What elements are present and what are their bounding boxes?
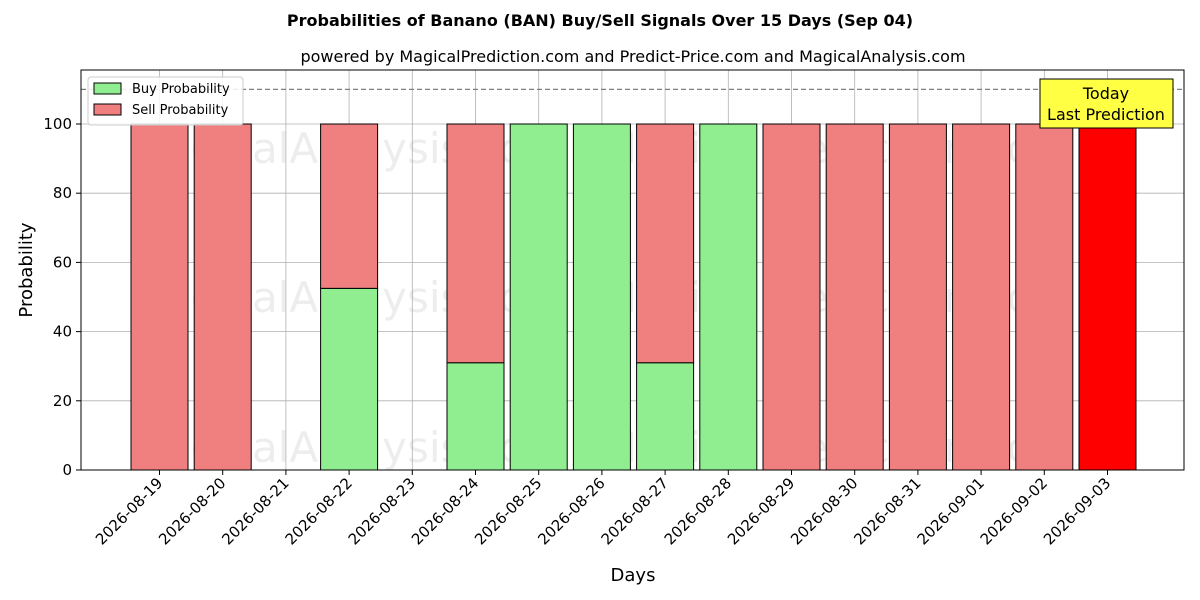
- legend-label-sell: Sell Probability: [132, 103, 229, 118]
- bar-buy-2026-08-28: [699, 123, 758, 471]
- x-axis-label: Days: [611, 565, 656, 586]
- bar-buy-2026-08-22: [320, 287, 379, 471]
- bar-sell-2026-08-22: [320, 123, 379, 289]
- plot-frame: [80, 69, 1185, 471]
- bar-buy-2026-08-25: [509, 123, 568, 471]
- y-axis-label: Probability: [16, 222, 37, 317]
- bar-sell-2026-08-27: [636, 123, 695, 364]
- chart-title: Probabilities of Banano (BAN) Buy/Sell S…: [287, 11, 913, 30]
- legend-box: [87, 76, 244, 126]
- bar-sell-2026-08-30: [825, 123, 884, 471]
- y-tick-label: 40: [53, 323, 72, 341]
- annotation-line-last-prediction: Last Prediction: [1047, 105, 1165, 124]
- y-tick-label: 100: [43, 115, 72, 133]
- bar-buy-2026-08-24: [446, 362, 505, 471]
- bar-sell-2026-08-19: [130, 123, 189, 471]
- y-tick-label: 60: [53, 253, 72, 271]
- annotation-line-today: Today: [1082, 84, 1129, 103]
- bar-sell-2026-08-24: [446, 123, 505, 364]
- y-tick-label: 20: [53, 392, 72, 410]
- bar-sell-2026-09-01: [952, 123, 1011, 471]
- bar-sell-2026-09-02: [1015, 123, 1074, 471]
- chart-subtitle: powered by MagicalPrediction.com and Pre…: [300, 47, 965, 66]
- bar-buy-2026-08-26: [572, 123, 631, 471]
- legend-swatch-buy: [93, 82, 122, 95]
- bar-sell-2026-08-31: [888, 123, 947, 471]
- y-tick-label: 80: [53, 184, 72, 202]
- bar-sell-2026-08-29: [762, 123, 821, 471]
- annotation-box: [1039, 78, 1174, 129]
- y-tick-label: 0: [62, 461, 72, 479]
- legend-label-buy: Buy Probability: [132, 82, 230, 97]
- bar-sell-2026-08-20: [193, 123, 252, 471]
- bar-sell-2026-09-03: [1078, 123, 1137, 471]
- bar-buy-2026-08-27: [636, 362, 695, 471]
- today-annotation: Today Last Prediction: [1039, 78, 1174, 129]
- y-axis-ticks: 0 20 40 60 80 100: [43, 115, 81, 479]
- legend-swatch-sell: [93, 103, 122, 116]
- legend: Buy Probability Sell Probability: [87, 76, 244, 126]
- bars: [130, 123, 1137, 471]
